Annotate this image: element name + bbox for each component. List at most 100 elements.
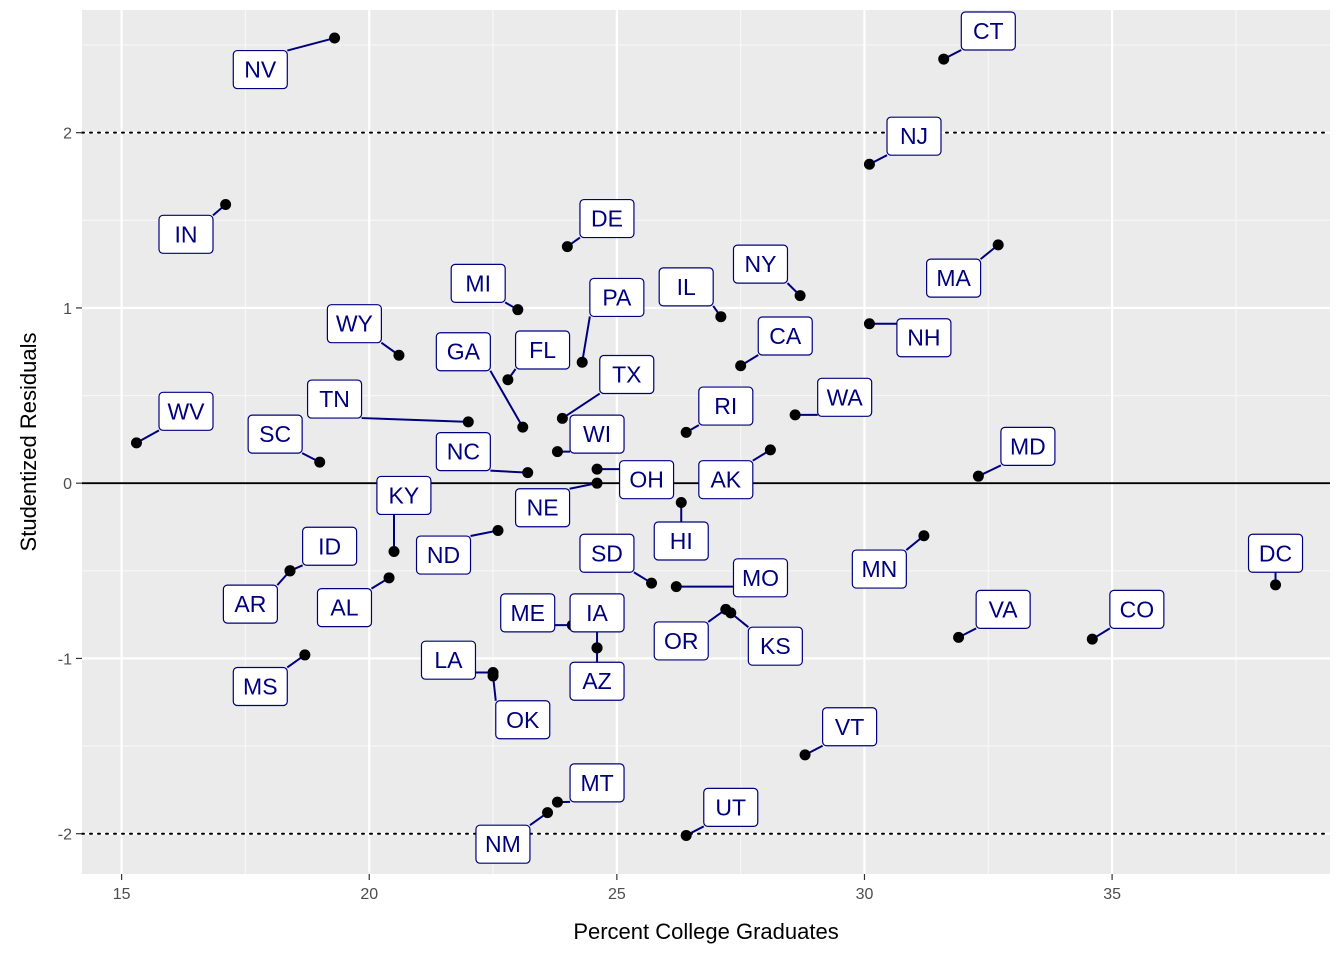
point-ma — [992, 239, 1004, 251]
label-box — [926, 258, 982, 298]
label-box — [222, 584, 278, 624]
point-pa — [576, 356, 588, 368]
label-box — [158, 214, 214, 254]
label-text: ID — [318, 533, 341, 559]
label-in: IN — [158, 214, 214, 254]
label-box — [618, 460, 675, 500]
leader-line-tn — [361, 417, 469, 423]
label-text: ND — [427, 542, 460, 568]
x-tick-label: 25 — [608, 886, 626, 903]
point-mt — [551, 796, 563, 808]
label-text: OH — [629, 467, 664, 493]
label-box — [653, 521, 709, 561]
label-text: WI — [583, 421, 611, 447]
label-wa: WA — [817, 377, 873, 417]
label-box — [579, 198, 635, 239]
point-ri — [680, 426, 692, 438]
point-tx — [556, 412, 568, 424]
label-box — [569, 763, 625, 803]
point-ny — [794, 290, 806, 302]
label-md: MD — [1000, 426, 1056, 466]
label-box — [1000, 426, 1056, 466]
label-text: VT — [835, 714, 864, 740]
label-box — [232, 49, 288, 90]
label-box — [960, 11, 1016, 51]
point-va — [953, 631, 965, 643]
label-vt: VT — [822, 707, 878, 747]
label-box — [435, 432, 491, 472]
point-labels: NV CT NJ IN DE MA MI NY PA IL NH WY CA GA FL TX TN WA RI WV… — [158, 11, 1304, 864]
point-ne — [591, 477, 603, 489]
label-text: HI — [670, 528, 693, 554]
leader-line-nv — [287, 37, 335, 52]
x-axis-title: Percent College Graduates — [573, 919, 838, 944]
label-text: CA — [769, 323, 802, 349]
label-box — [732, 558, 789, 598]
x-axis-ticks: 15 20 25 30 35 — [113, 874, 1121, 903]
label-wi: WI — [569, 414, 625, 454]
point-wi — [551, 446, 563, 458]
label-text: AK — [710, 467, 741, 493]
label-text: NM — [485, 831, 521, 857]
data-points — [130, 32, 1282, 841]
label-ms: MS — [232, 666, 288, 707]
label-text: OK — [506, 707, 540, 733]
label-nm: NM — [475, 824, 531, 864]
label-text: MO — [742, 565, 779, 591]
label-ma: MA — [926, 258, 982, 298]
label-id: ID — [302, 526, 358, 566]
label-fl: FL — [514, 330, 571, 370]
label-text: ME — [510, 600, 545, 626]
x-tick-label: 15 — [113, 886, 131, 903]
label-text: MD — [1010, 433, 1046, 459]
point-ct — [938, 53, 950, 65]
x-tick-label: 30 — [856, 886, 874, 903]
label-ar: AR — [222, 584, 278, 624]
label-box — [450, 263, 506, 303]
label-de: DE — [579, 198, 635, 239]
y-tick-label: 0 — [63, 476, 72, 493]
label-box — [886, 116, 942, 156]
label-box — [698, 386, 754, 426]
label-text: PA — [602, 284, 632, 310]
label-ca: CA — [757, 316, 813, 356]
label-sd: SD — [579, 533, 635, 573]
point-vt — [799, 749, 811, 761]
point-co — [1086, 633, 1098, 645]
label-box — [732, 244, 789, 284]
label-text: NH — [907, 325, 940, 351]
point-mo — [670, 581, 682, 593]
point-hi — [675, 496, 687, 508]
label-box — [158, 391, 214, 431]
y-tick-label: -1 — [58, 651, 72, 668]
leader-line-nc — [490, 469, 528, 474]
label-ak: AK — [698, 460, 754, 500]
label-box — [703, 787, 759, 828]
point-sd — [646, 577, 658, 589]
label-text: WV — [167, 398, 205, 424]
label-text: MS — [243, 673, 278, 699]
label-nh: NH — [896, 318, 952, 358]
point-nj — [863, 158, 875, 170]
minor-gridlines — [82, 10, 1330, 874]
label-box — [658, 267, 714, 307]
point-wa — [789, 409, 801, 421]
label-ny: NY — [732, 244, 789, 284]
point-ak — [764, 444, 776, 456]
label-box — [851, 549, 907, 589]
point-mi — [512, 304, 524, 316]
label-mt: MT — [569, 763, 625, 803]
label-box — [653, 621, 709, 661]
label-oh: OH — [618, 460, 675, 500]
label-text: AL — [330, 595, 358, 621]
label-box — [896, 318, 952, 358]
y-tick-label: 2 — [63, 126, 72, 143]
label-text: RI — [714, 393, 737, 419]
label-box — [1247, 533, 1304, 573]
leader-line-pa — [581, 316, 591, 363]
point-nv — [329, 32, 341, 44]
label-text: KS — [760, 633, 791, 659]
label-text: TN — [319, 386, 350, 412]
point-oh — [591, 463, 603, 475]
